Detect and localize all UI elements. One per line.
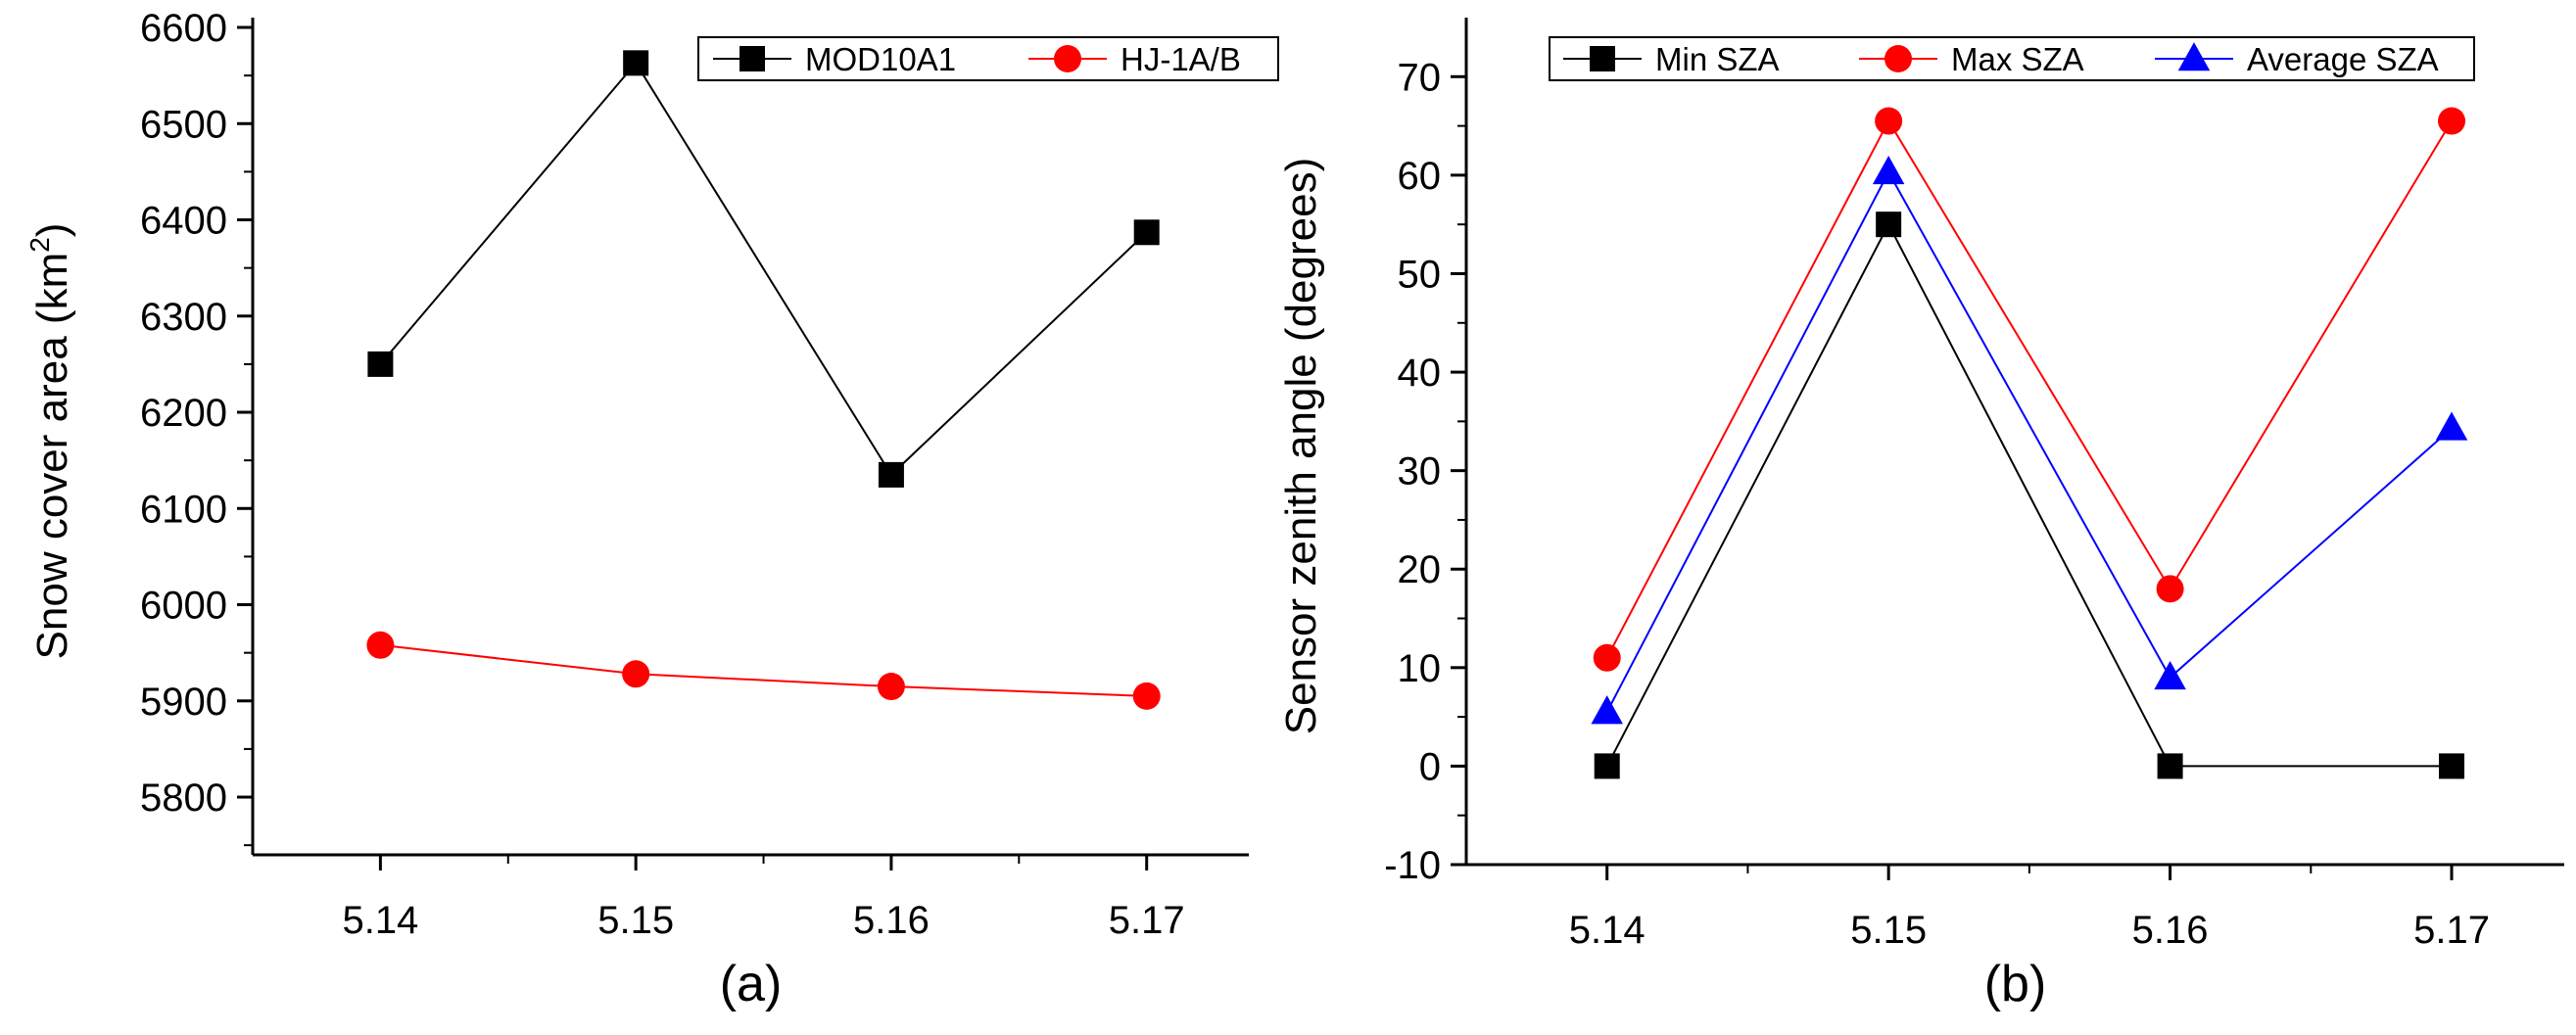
data-point [2157, 753, 2183, 779]
legend-label: HJ-1A/B [1121, 41, 1241, 77]
data-point [2154, 660, 2186, 690]
x-tick-label: 5.16 [2132, 909, 2209, 952]
data-point [1876, 212, 1902, 238]
y-tick-label: 70 [1398, 56, 1442, 99]
series-average-sza [1591, 155, 2468, 725]
y-tick-label: 30 [1398, 450, 1442, 494]
data-point [2439, 753, 2465, 779]
legend-box [1549, 36, 2475, 81]
data-point [1133, 219, 1160, 246]
legend-marker [1590, 46, 1615, 71]
y-tick-label: 40 [1398, 352, 1442, 395]
data-point [2435, 411, 2468, 441]
series-line [379, 61, 1148, 477]
data-point [623, 50, 649, 76]
series-hj-1a-b [366, 631, 1161, 710]
series-line [1605, 222, 2453, 768]
legend-label: Min SZA [1655, 41, 1780, 77]
y-tick-label: 10 [1398, 647, 1442, 690]
series-max-sza [1593, 107, 2466, 672]
legend: Min SZA Max SZA Average SZA [1549, 36, 2475, 81]
data-point [878, 461, 904, 488]
data-point [2438, 107, 2466, 135]
y-tick-label: 0 [1419, 745, 1441, 788]
series-line [380, 643, 1147, 697]
data-point [366, 631, 395, 659]
data-point [2156, 575, 2184, 603]
data-point [1593, 643, 1621, 672]
panel-label: (a) [720, 956, 783, 1012]
panel-label: (b) [1984, 956, 2047, 1012]
x-tick-label: 5.15 [597, 899, 674, 942]
y-tick-label: 6600 [140, 7, 227, 50]
series-mod10a1 [367, 50, 1160, 488]
y-tick-label: 6300 [140, 296, 227, 339]
legend-marker [1054, 45, 1081, 72]
x-tick-label: 5.14 [1569, 909, 1646, 952]
y-tick-label: 60 [1398, 155, 1442, 198]
chart-panel-1: 5800 5900 6000 6100 6200 6300 6400 6500 6600 5.14… [24, 7, 1279, 1012]
y-tick-label: 5800 [140, 776, 227, 820]
y-tick-label: 6000 [140, 585, 227, 628]
x-tick-label: 5.16 [853, 899, 930, 942]
x-tick-label: 5.15 [1850, 909, 1927, 952]
legend-marker [739, 46, 765, 71]
y-tick-label: 6500 [140, 103, 227, 146]
data-point [1591, 695, 1623, 725]
series-line [1605, 118, 2453, 659]
data-point [1875, 107, 1903, 135]
y-axis-title: Sensor zenith angle (degrees) [1277, 158, 1325, 734]
y-tick-label: 6200 [140, 392, 227, 435]
y-tick-label: 6100 [140, 488, 227, 531]
legend-box [697, 36, 1279, 81]
y-tick-label: 20 [1398, 548, 1442, 591]
data-point [1594, 753, 1620, 779]
y-tick-label: 50 [1398, 253, 1442, 296]
data-point [622, 660, 650, 688]
series-line [1605, 169, 2453, 713]
legend-marker [1884, 45, 1912, 72]
y-tick-label: 5900 [140, 681, 227, 724]
data-point [1872, 155, 1905, 185]
x-tick-label: 5.17 [1109, 899, 1185, 942]
legend-label: Max SZA [1951, 41, 2084, 77]
y-tick-label: 6400 [140, 200, 227, 243]
data-point [877, 673, 905, 701]
chart-panel-2: -10 0 10 20 30 40 50 60 70 5.14 5.15 5.16 5.17 Sensor… [1277, 18, 2564, 1012]
y-tick-label: -10 [1384, 844, 1441, 887]
legend-label: MOD10A1 [805, 41, 956, 77]
legend: MOD10A1 HJ-1A/B [697, 36, 1279, 81]
y-axis-title: Snow cover area (km2) [24, 223, 76, 660]
data-point [1132, 682, 1161, 710]
legend-marker [2177, 42, 2211, 71]
x-tick-label: 5.14 [342, 899, 418, 942]
x-tick-label: 5.17 [2413, 909, 2490, 952]
legend-label: Average SZA [2247, 41, 2439, 77]
data-point [367, 351, 394, 377]
series-min-sza [1594, 212, 2465, 779]
